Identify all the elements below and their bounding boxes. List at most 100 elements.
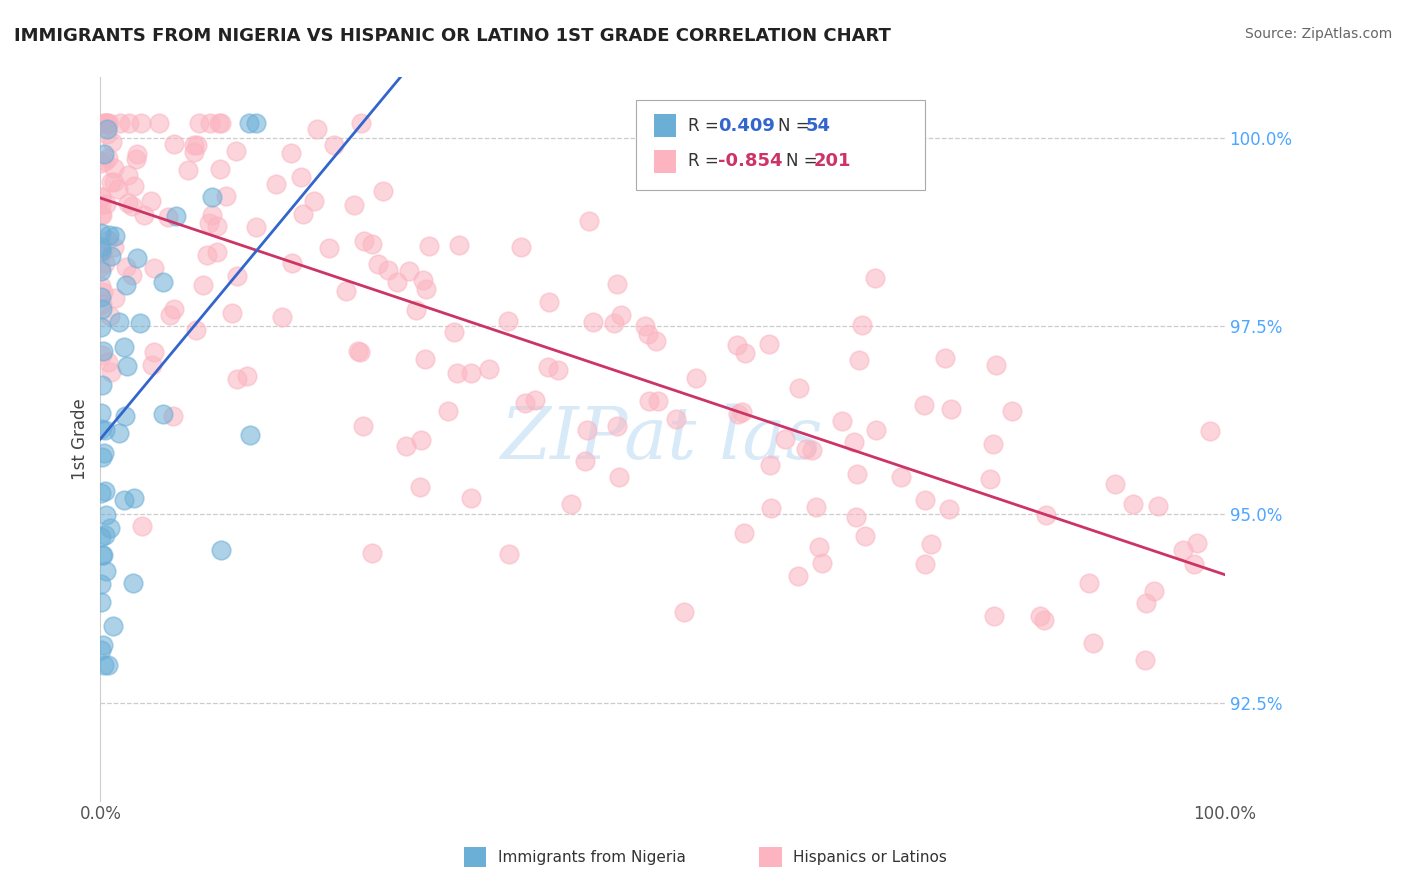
Point xyxy=(93,658,115,673)
Point xyxy=(934,351,956,365)
Point xyxy=(603,316,626,330)
Point xyxy=(141,359,163,373)
Point xyxy=(280,146,302,161)
Point xyxy=(118,115,141,129)
Point xyxy=(94,154,117,169)
Point xyxy=(198,115,221,129)
Point xyxy=(90,531,112,545)
Point xyxy=(845,509,868,524)
Point xyxy=(673,606,696,620)
Point xyxy=(1147,500,1170,514)
Point xyxy=(142,261,165,276)
Text: IMMIGRANTS FROM NIGERIA VS HISPANIC OR LATINO 1ST GRADE CORRELATION CHART: IMMIGRANTS FROM NIGERIA VS HISPANIC OR L… xyxy=(14,27,891,45)
Point xyxy=(209,115,232,129)
Point xyxy=(176,162,198,177)
Text: Hispanics or Latinos: Hispanics or Latinos xyxy=(793,850,946,864)
Point xyxy=(90,190,112,204)
Point xyxy=(195,248,218,262)
Point xyxy=(352,419,374,434)
Point xyxy=(183,145,205,159)
Point xyxy=(537,359,560,374)
Point xyxy=(207,219,229,234)
Point xyxy=(90,227,112,241)
Point xyxy=(96,355,118,369)
Point xyxy=(394,439,416,453)
Point xyxy=(239,428,262,442)
Point xyxy=(131,519,153,533)
Point xyxy=(96,115,118,129)
Point xyxy=(582,315,605,329)
Point xyxy=(90,320,112,334)
Point xyxy=(90,595,112,609)
Point xyxy=(93,115,115,129)
Point xyxy=(938,501,960,516)
Point xyxy=(207,245,229,260)
Point xyxy=(842,435,865,450)
Point xyxy=(1199,425,1222,439)
Text: N =: N = xyxy=(786,153,823,170)
Point xyxy=(607,469,630,483)
Point xyxy=(90,189,112,203)
Point xyxy=(90,296,112,310)
Point xyxy=(100,365,122,379)
Point xyxy=(787,381,810,395)
Point xyxy=(1135,596,1157,610)
Point xyxy=(129,316,152,330)
Point xyxy=(281,256,304,270)
Point xyxy=(1077,575,1099,590)
Point xyxy=(804,500,827,514)
Point xyxy=(912,398,935,412)
Point xyxy=(90,240,112,254)
Point xyxy=(103,175,125,189)
Point xyxy=(733,526,755,541)
Point xyxy=(409,480,432,494)
Point xyxy=(610,309,633,323)
Text: R =: R = xyxy=(688,153,724,170)
Point xyxy=(498,547,520,561)
Point xyxy=(360,237,382,252)
Point xyxy=(307,122,329,136)
Point xyxy=(96,117,118,131)
Point xyxy=(460,491,482,506)
Point xyxy=(447,238,470,252)
Point xyxy=(523,393,546,408)
Point xyxy=(94,115,117,129)
Point xyxy=(104,229,127,244)
Point xyxy=(343,198,366,212)
Point xyxy=(398,264,420,278)
Point xyxy=(773,432,796,446)
Point xyxy=(201,209,224,223)
Point xyxy=(103,619,125,633)
Point xyxy=(152,276,174,290)
Point xyxy=(644,334,666,348)
Point xyxy=(209,161,232,176)
Text: 54: 54 xyxy=(806,117,831,135)
Point xyxy=(226,372,249,386)
Point xyxy=(90,278,112,293)
Point xyxy=(90,348,112,362)
Point xyxy=(107,182,129,196)
Point xyxy=(1133,653,1156,667)
Point xyxy=(101,135,124,149)
Point xyxy=(811,556,834,570)
Text: ZIPat las: ZIPat las xyxy=(501,404,824,475)
Text: 0.409: 0.409 xyxy=(718,117,775,135)
Point xyxy=(759,501,782,516)
Text: Source: ZipAtlas.com: Source: ZipAtlas.com xyxy=(1244,27,1392,41)
Point xyxy=(108,115,131,129)
Point xyxy=(139,194,162,208)
Point xyxy=(831,414,853,428)
Point xyxy=(405,303,427,318)
Point xyxy=(984,358,1007,372)
Point xyxy=(162,409,184,423)
Point xyxy=(979,472,1001,486)
Point xyxy=(412,273,434,287)
Point xyxy=(90,207,112,221)
Point xyxy=(165,209,187,223)
Point xyxy=(93,147,115,161)
Text: 201: 201 xyxy=(814,153,852,170)
Point xyxy=(685,371,707,385)
Point xyxy=(148,115,170,129)
Point xyxy=(863,270,886,285)
Point xyxy=(108,425,131,440)
